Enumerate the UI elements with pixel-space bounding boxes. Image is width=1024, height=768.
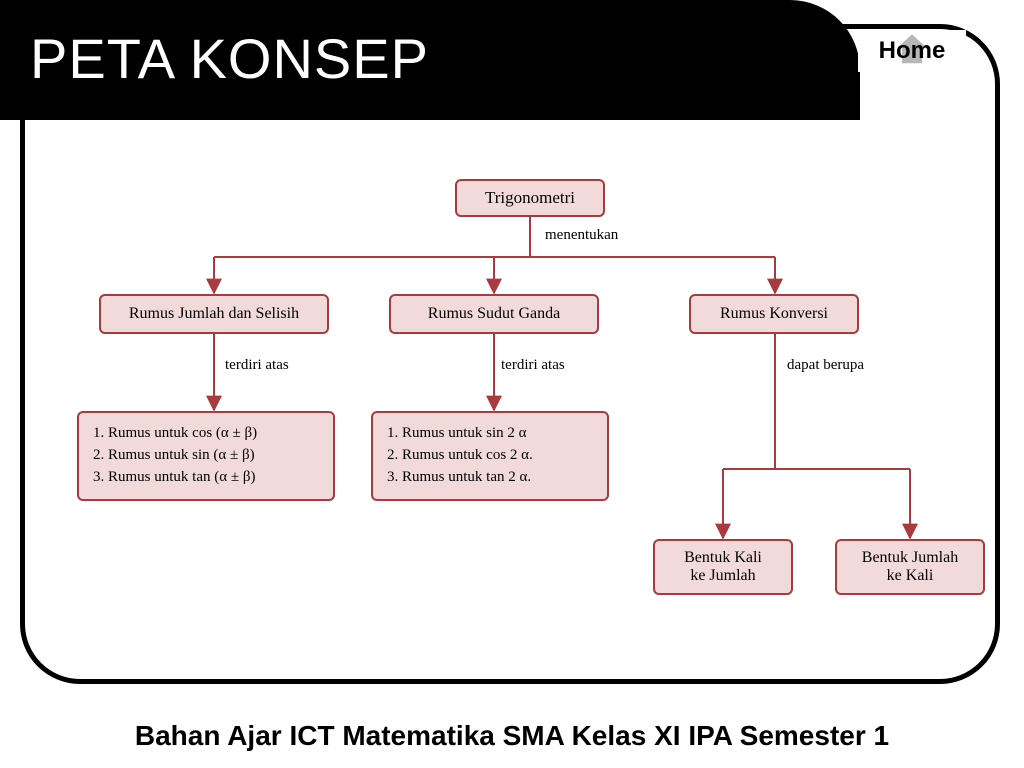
home-button[interactable]: Home (858, 30, 966, 72)
leaf-line: Bentuk Jumlah (851, 549, 969, 567)
node-list-sudut-ganda: 1. Rumus untuk sin 2 α 2. Rumus untuk co… (371, 411, 609, 501)
footer-text: Bahan Ajar ICT Matematika SMA Kelas XI I… (0, 720, 1024, 752)
list-item: 3. Rumus untuk tan 2 α. (387, 467, 593, 489)
header-bar: PETA KONSEP (0, 0, 860, 120)
node-list-jumlah-selisih: 1. Rumus untuk cos (α ± β) 2. Rumus untu… (77, 411, 335, 501)
node-bentuk-kali-ke-jumlah: Bentuk Kali ke Jumlah (653, 539, 793, 595)
node-rumus-jumlah-selisih: Rumus Jumlah dan Selisih (99, 294, 329, 334)
concept-map: Trigonometri menentukan Rumus Jumlah dan… (75, 179, 995, 699)
list-item: 1. Rumus untuk sin 2 α (387, 423, 593, 445)
node-rumus-sudut-ganda: Rumus Sudut Ganda (389, 294, 599, 334)
page-title: PETA KONSEP (0, 0, 860, 91)
list-item: 2. Rumus untuk cos 2 α. (387, 445, 593, 467)
list-item: 3. Rumus untuk tan (α ± β) (93, 467, 319, 489)
node-bentuk-jumlah-ke-kali: Bentuk Jumlah ke Kali (835, 539, 985, 595)
list-item: 2. Rumus untuk sin (α ± β) (93, 445, 319, 467)
node-trigonometri: Trigonometri (455, 179, 605, 217)
leaf-line: ke Jumlah (669, 567, 777, 585)
node-rumus-konversi: Rumus Konversi (689, 294, 859, 334)
list-item: 1. Rumus untuk cos (α ± β) (93, 423, 319, 445)
edge-label-terdiri-a: terdiri atas (225, 357, 289, 374)
leaf-line: Bentuk Kali (669, 549, 777, 567)
edge-label-dapat-berupa: dapat berupa (787, 357, 864, 374)
content-frame: Trigonometri menentukan Rumus Jumlah dan… (20, 24, 1000, 684)
edge-label-menentukan: menentukan (545, 227, 618, 244)
leaf-line: ke Kali (851, 567, 969, 585)
edge-label-terdiri-b: terdiri atas (501, 357, 565, 374)
home-label: Home (879, 37, 946, 65)
